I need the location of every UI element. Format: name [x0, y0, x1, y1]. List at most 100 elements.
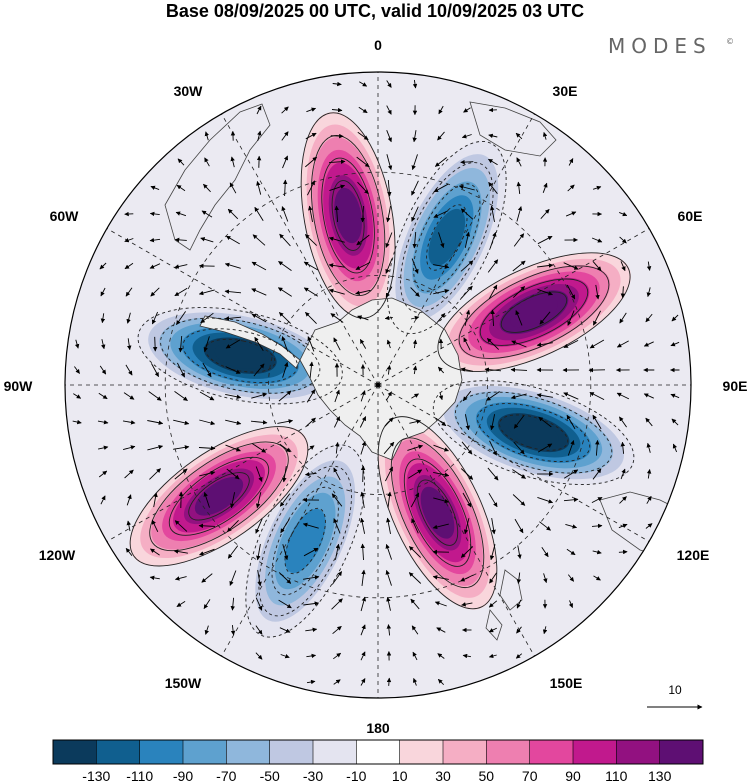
contour-line	[129, 426, 309, 567]
wind-arrow	[386, 677, 392, 686]
wind-arrow	[356, 156, 370, 168]
wind-arrow	[537, 263, 554, 268]
peninsula-coastline	[199, 315, 301, 369]
wind-arrow	[255, 466, 263, 482]
colorbar-swatch	[659, 740, 703, 764]
wind-arrow	[309, 361, 314, 379]
wind-arrow	[153, 492, 158, 508]
colorbar-swatch	[269, 740, 313, 764]
wind-arrow	[225, 366, 241, 374]
wind-arrow	[74, 366, 80, 374]
wind-arrow	[360, 205, 365, 223]
longitude-label: 30E	[553, 83, 578, 99]
wind-arrow	[567, 184, 575, 192]
wind-arrow	[225, 393, 242, 399]
wind-arrow	[513, 441, 525, 455]
wind-arrow	[670, 341, 680, 347]
wind-arrow	[126, 520, 132, 532]
wind-arrow	[203, 336, 210, 353]
wind-arrow	[256, 180, 262, 195]
africa-coastline	[469, 101, 557, 157]
wind-arrow	[515, 653, 523, 659]
colorbar-tick-label: -70	[216, 768, 236, 783]
latitude-circle	[268, 275, 488, 495]
wind-arrow	[462, 653, 471, 659]
wind-arrow	[303, 547, 319, 557]
wind-arrow	[516, 157, 522, 167]
south-pole-marker	[375, 382, 381, 388]
wind-arrow	[305, 627, 318, 632]
wind-arrow	[386, 391, 392, 401]
wind-arrow	[671, 418, 679, 426]
wind-arrow	[277, 419, 294, 424]
wind-arrow	[99, 365, 107, 375]
wind-arrow	[360, 624, 366, 636]
wind-arrow	[201, 573, 213, 583]
colorbar-tick-label: -110	[126, 768, 153, 783]
wind-arrow	[360, 441, 366, 455]
wind-arrow	[512, 260, 526, 272]
wind-arrow	[305, 311, 317, 325]
longitude-label: 150W	[165, 675, 202, 691]
wind-arrow	[331, 598, 343, 610]
wind-arrow	[204, 131, 210, 141]
wind-arrow	[646, 287, 651, 298]
contour-group	[137, 307, 343, 405]
map-disk	[64, 71, 692, 699]
anomaly-fill-level	[334, 187, 362, 244]
wind-arrow	[199, 391, 215, 401]
wind-arrow	[409, 419, 422, 424]
wind-arrow	[151, 519, 159, 532]
wind-arrow	[174, 576, 187, 581]
wind-arrow	[619, 211, 628, 217]
wind-arrow	[512, 469, 526, 479]
wind-arrow	[646, 442, 651, 453]
wind-arrow	[360, 596, 367, 612]
wind-arrow	[256, 544, 261, 561]
wind-arrow	[303, 575, 320, 580]
wind-arrow	[280, 654, 290, 659]
wind-arrow	[386, 206, 391, 223]
wind-arrow	[306, 180, 316, 196]
colorbar-swatch	[356, 740, 400, 764]
wind-arrow	[487, 259, 499, 273]
wind-arrow	[203, 599, 211, 609]
wind-arrow	[541, 546, 549, 558]
longitude-label: 60W	[50, 208, 80, 224]
wind-arrow	[384, 417, 394, 427]
wind-arrow	[176, 184, 186, 192]
longitude-label: 180	[366, 720, 390, 736]
wind-arrow	[411, 206, 419, 222]
wind-arrow	[281, 131, 289, 141]
wind-arrow	[126, 494, 132, 506]
wind-arrow	[333, 467, 341, 481]
wind-arrow	[386, 517, 391, 534]
wind-arrow	[124, 469, 134, 479]
contour-line	[137, 307, 343, 405]
wind-arrow	[620, 441, 626, 454]
wind-arrow	[127, 338, 132, 351]
wind-arrow	[355, 261, 371, 271]
wind-arrow	[149, 468, 161, 480]
wind-arrow	[591, 523, 603, 529]
wind-arrow	[334, 389, 340, 403]
negative-anomaly-center	[387, 140, 507, 335]
contour-line	[387, 140, 507, 335]
wind-arrow	[412, 339, 418, 349]
wind-arrow	[333, 416, 341, 428]
wind-arrow	[331, 571, 343, 585]
wind-arrow	[460, 574, 474, 582]
anomaly-fill-level	[508, 418, 559, 447]
wind-arrow	[567, 310, 575, 326]
wind-arrow	[460, 208, 474, 220]
graticule	[65, 72, 691, 698]
wind-arrow	[328, 236, 345, 243]
wind-arrow	[173, 549, 188, 554]
wind-arrow	[461, 134, 472, 139]
wind-arrow	[360, 465, 366, 483]
wind-arrow	[332, 625, 342, 635]
contour-line	[284, 507, 326, 575]
wind-arrow	[174, 287, 188, 297]
reference-vector: 10	[647, 683, 703, 710]
